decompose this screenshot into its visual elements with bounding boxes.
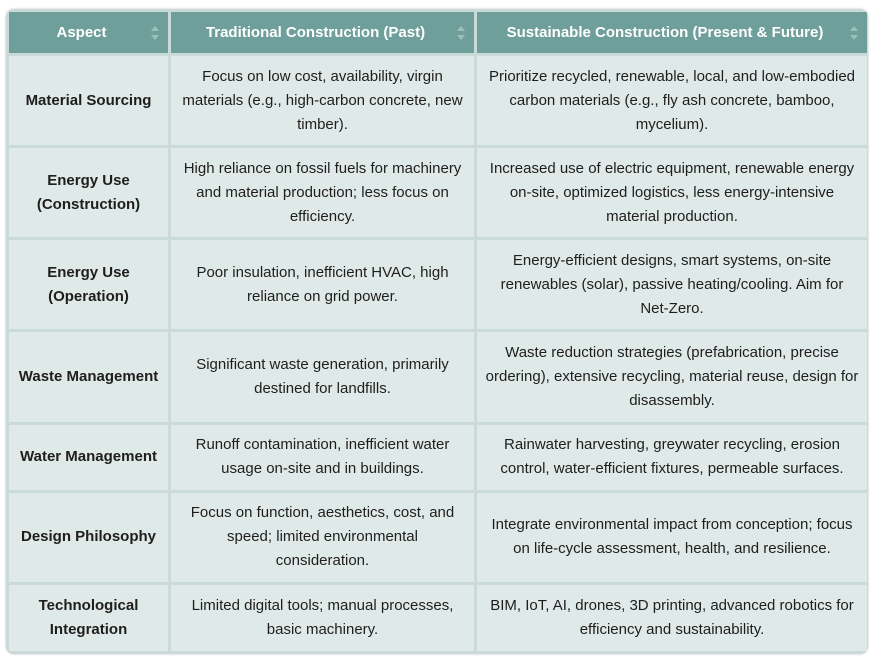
sort-arrows-icon[interactable] xyxy=(150,25,160,41)
sustainable-cell: Integrate environmental impact from conc… xyxy=(477,492,867,582)
column-header-traditional[interactable]: Traditional Construction (Past) xyxy=(171,12,474,53)
column-header-label: Traditional Construction (Past) xyxy=(205,24,426,41)
sustainable-cell: Energy-efficient designs, smart systems,… xyxy=(477,240,867,330)
aspect-cell: Design Philosophy xyxy=(9,492,168,582)
sustainable-cell: Rainwater harvesting, greywater recyclin… xyxy=(477,424,867,490)
aspect-cell: Water Management xyxy=(9,424,168,490)
aspect-cell: Waste Management xyxy=(9,332,168,422)
aspect-cell: Material Sourcing xyxy=(9,56,168,146)
traditional-cell: Focus on function, aesthetics, cost, and… xyxy=(171,492,474,582)
column-header-sustainable[interactable]: Sustainable Construction (Present & Futu… xyxy=(477,12,867,53)
aspect-cell: Energy Use (Construction) xyxy=(9,148,168,238)
header-row: Aspect Traditional Construction (Past) S… xyxy=(9,12,867,53)
aspect-cell: Technological Integration xyxy=(9,584,168,651)
sort-arrows-icon[interactable] xyxy=(456,25,466,41)
table-row: Energy Use (Operation) Poor insulation, … xyxy=(9,240,867,330)
table-row: Energy Use (Construction) High reliance … xyxy=(9,148,867,238)
traditional-cell: Runoff contamination, inefficient water … xyxy=(171,424,474,490)
sustainable-cell: BIM, IoT, AI, drones, 3D printing, advan… xyxy=(477,584,867,651)
table-row: Material Sourcing Focus on low cost, ava… xyxy=(9,56,867,146)
sustainable-cell: Waste reduction strategies (prefabricati… xyxy=(477,332,867,422)
column-header-label: Sustainable Construction (Present & Futu… xyxy=(506,24,824,41)
table-row: Technological Integration Limited digita… xyxy=(9,584,867,651)
traditional-cell: Focus on low cost, availability, virgin … xyxy=(171,56,474,146)
traditional-cell: High reliance on fossil fuels for machin… xyxy=(171,148,474,238)
table-row: Water Management Runoff contamination, i… xyxy=(9,424,867,490)
column-header-aspect[interactable]: Aspect xyxy=(9,12,168,53)
aspect-cell: Energy Use (Operation) xyxy=(9,240,168,330)
traditional-cell: Limited digital tools; manual processes,… xyxy=(171,584,474,651)
table-row: Design Philosophy Focus on function, aes… xyxy=(9,492,867,582)
sustainable-cell: Prioritize recycled, renewable, local, a… xyxy=(477,56,867,146)
comparison-table: Aspect Traditional Construction (Past) S… xyxy=(6,9,868,654)
comparison-table-container: Aspect Traditional Construction (Past) S… xyxy=(6,9,868,654)
sort-arrows-icon[interactable] xyxy=(849,25,859,41)
table-row: Waste Management Significant waste gener… xyxy=(9,332,867,422)
traditional-cell: Significant waste generation, primarily … xyxy=(171,332,474,422)
traditional-cell: Poor insulation, inefficient HVAC, high … xyxy=(171,240,474,330)
sustainable-cell: Increased use of electric equipment, ren… xyxy=(477,148,867,238)
column-header-label: Aspect xyxy=(56,24,107,41)
